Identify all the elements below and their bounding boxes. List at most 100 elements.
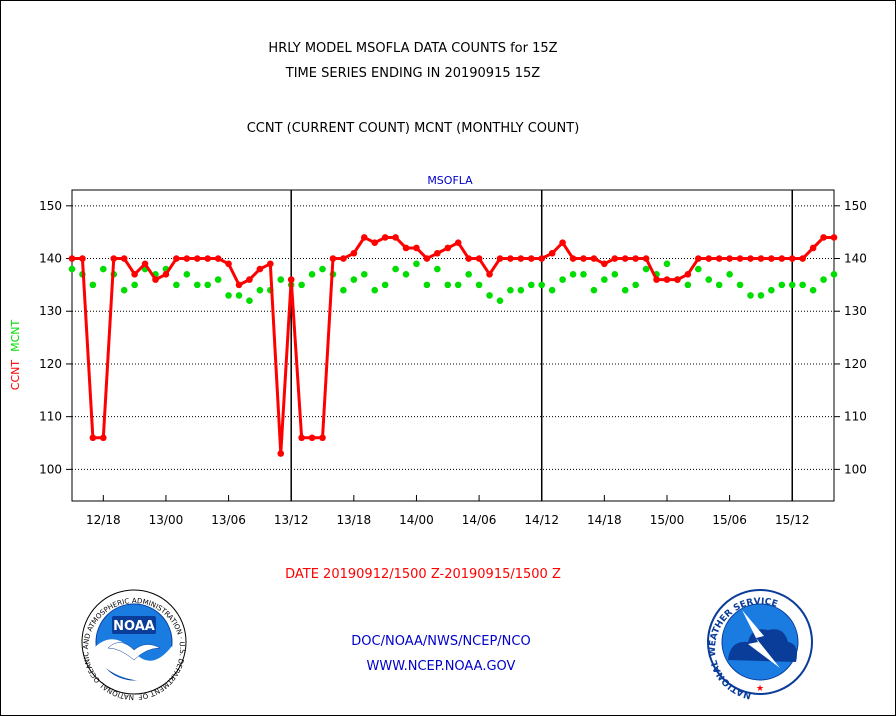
series — [68, 234, 838, 457]
data-point-ccnt — [162, 271, 170, 278]
data-point-mcnt — [559, 276, 566, 283]
data-point-ccnt — [204, 255, 211, 262]
y-tick-label-right: 130 — [844, 304, 867, 318]
date-range: DATE 20190912/1500 Z-20190915/1500 Z — [285, 567, 561, 582]
data-point-ccnt — [360, 234, 368, 241]
data-point-mcnt — [809, 286, 817, 294]
data-point-mcnt — [131, 281, 138, 289]
data-point-mcnt — [768, 286, 775, 294]
data-point-mcnt — [475, 281, 483, 289]
data-point-ccnt — [89, 434, 97, 442]
x-tick-label: 13/12 — [274, 513, 309, 527]
data-point-mcnt — [695, 265, 702, 273]
data-point-mcnt — [214, 276, 222, 283]
data-point-ccnt — [715, 255, 723, 262]
y-tick-label-left: 140 — [39, 252, 62, 266]
header-line-1: HRLY MODEL MSOFLA DATA COUNTS for 15Z — [268, 41, 557, 56]
x-tick-label: 15/06 — [712, 513, 747, 527]
data-point-mcnt — [684, 281, 692, 289]
y-tick-label-left: 150 — [39, 199, 62, 213]
x-ticks: 12/18 13/00 13/06 13/12 13/18 14/00 14/06 14/12… — [86, 495, 810, 527]
data-point-ccnt — [100, 434, 107, 442]
data-point-ccnt — [444, 244, 452, 252]
x-tick-label: 14/00 — [399, 513, 434, 527]
data-point-mcnt — [183, 271, 191, 278]
data-point-ccnt — [569, 255, 577, 262]
data-point-ccnt — [214, 255, 222, 262]
data-point-ccnt — [778, 255, 786, 262]
data-point-ccnt — [799, 255, 806, 262]
data-point-ccnt — [402, 244, 410, 252]
url-link[interactable]: WWW.NCEP.NOAA.GOV — [367, 659, 516, 674]
data-point-ccnt — [809, 244, 817, 252]
data-point-mcnt — [705, 276, 713, 283]
data-point-ccnt — [120, 255, 128, 262]
data-point-mcnt — [632, 281, 639, 289]
data-point-mcnt — [621, 286, 629, 294]
data-point-ccnt — [267, 260, 274, 268]
data-point-ccnt — [235, 281, 243, 289]
data-point-mcnt — [319, 265, 326, 273]
x-tick-label: 14/18 — [587, 513, 622, 527]
x-tick-label: 14/12 — [524, 513, 559, 527]
y-tick-label-right: 120 — [844, 357, 867, 371]
data-point-mcnt — [423, 281, 431, 289]
y-axis-label: CCNT MCNT — [9, 320, 22, 391]
data-point-mcnt — [246, 297, 253, 304]
data-point-ccnt — [653, 276, 660, 283]
data-point-ccnt — [329, 255, 337, 262]
y-tick-label-right: 100 — [844, 462, 867, 476]
star-icon: ★ — [756, 684, 764, 694]
data-point-ccnt — [757, 255, 765, 262]
y-tick-label-left: 120 — [39, 357, 62, 371]
data-point-mcnt — [465, 271, 472, 278]
data-point-mcnt — [757, 292, 765, 299]
data-point-ccnt — [486, 271, 493, 278]
org-text: DOC/NOAA/NWS/NCEP/NCO — [351, 634, 530, 649]
data-point-mcnt — [778, 281, 786, 289]
data-point-ccnt — [308, 434, 316, 442]
data-point-ccnt — [475, 255, 483, 262]
data-point-mcnt — [820, 276, 827, 283]
x-tick-label: 14/06 — [462, 513, 497, 527]
data-point-mcnt — [235, 292, 243, 299]
data-point-mcnt — [601, 276, 608, 283]
data-point-ccnt — [642, 255, 650, 262]
data-point-mcnt — [747, 292, 754, 299]
data-point-ccnt — [193, 255, 201, 262]
data-point-mcnt — [538, 281, 546, 289]
header-line-2: TIME SERIES ENDING IN 20190915 15Z — [285, 66, 541, 81]
x-tick-label: 13/06 — [211, 513, 246, 527]
data-point-ccnt — [277, 450, 285, 457]
data-point-mcnt — [454, 281, 462, 289]
data-point-ccnt — [340, 255, 347, 262]
plot-area — [71, 189, 835, 502]
y-ticks: 100 100 110 110 120 120 130 130 140 140 150 150 — [39, 199, 867, 477]
data-point-mcnt — [580, 271, 587, 278]
y-tick-label-right: 150 — [844, 199, 867, 213]
data-point-mcnt — [642, 265, 650, 273]
data-point-ccnt — [413, 244, 420, 252]
noaa-logo-text: NOAA — [113, 619, 155, 634]
data-point-mcnt — [496, 297, 504, 304]
data-point-ccnt — [392, 234, 399, 241]
y-label-ccnt: CCNT — [9, 360, 22, 391]
data-point-ccnt — [496, 255, 504, 262]
y-label-mcnt: MCNT — [9, 320, 22, 352]
data-point-mcnt — [444, 281, 452, 289]
data-point-mcnt — [68, 265, 76, 273]
data-point-mcnt — [225, 292, 232, 299]
data-point-mcnt — [350, 276, 358, 283]
data-point-ccnt — [663, 276, 671, 283]
data-point-ccnt — [684, 271, 692, 278]
data-point-ccnt — [507, 255, 514, 262]
x-tick-label: 12/18 — [86, 513, 121, 527]
nws-logo-icon: NATIONAL WEATHER SERVICE ★ — [707, 589, 813, 700]
data-point-mcnt — [100, 265, 107, 273]
data-point-ccnt — [705, 255, 713, 262]
data-point-ccnt — [298, 434, 305, 442]
data-point-mcnt — [371, 286, 379, 294]
data-point-ccnt — [695, 255, 702, 262]
data-point-ccnt — [152, 276, 159, 283]
x-tick-label: 15/12 — [775, 513, 810, 527]
